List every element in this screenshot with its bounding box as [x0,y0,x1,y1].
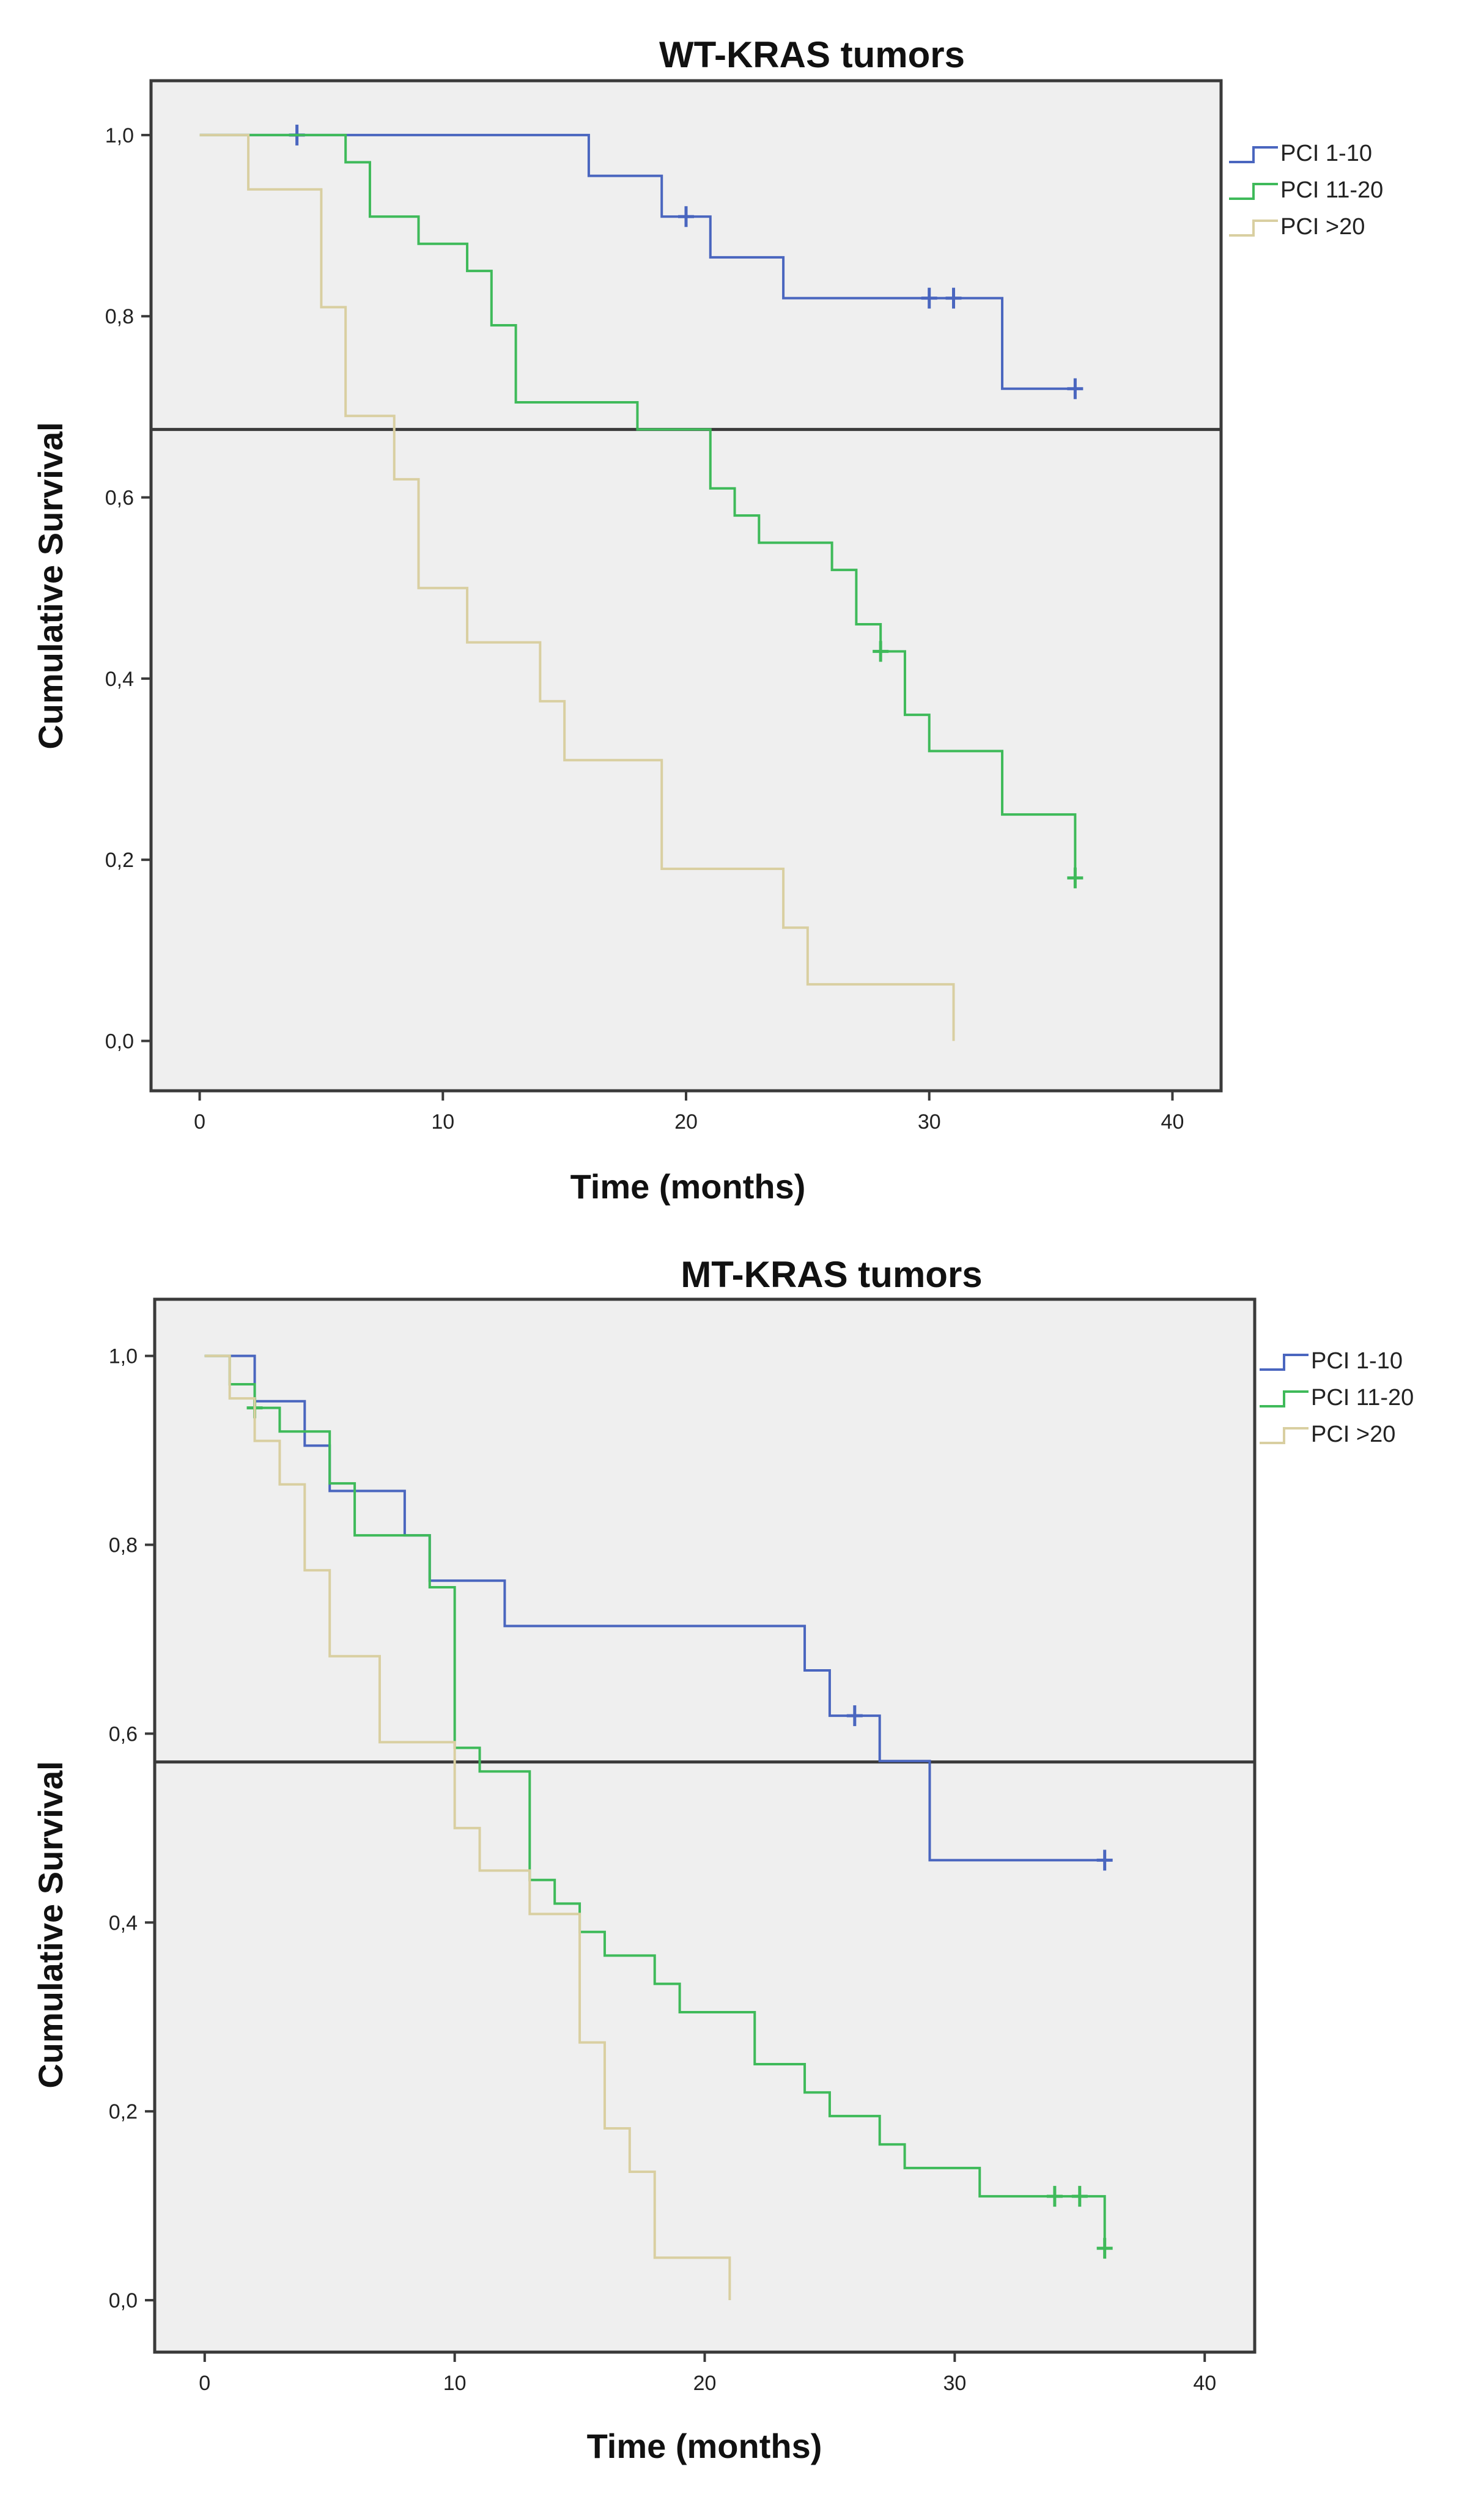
y-axis-title: Cumulative Survival [31,1761,70,2088]
x-axis-title: Time (months) [587,2427,822,2465]
survival-curve-pci-1-10 [199,133,1076,390]
censor-mark-pci-11-20 [1046,2186,1063,2207]
censor-mark-pci-1-10 [678,206,694,227]
x-tick-label: 20 [693,2372,717,2395]
legend-swatch-pci-20 [1229,220,1278,237]
y-axis-title: Cumulative Survival [31,422,70,749]
censor-mark-pci-1-10 [1067,378,1083,399]
x-tick-label: 40 [1193,2372,1216,2395]
x-tick-label: 10 [443,2372,467,2395]
plot-area [153,1297,1257,2354]
y-tick-label: 1,0 [105,124,134,147]
legend-swatch-pci-11-20 [1229,183,1278,200]
y-tick-label: 1,0 [109,1345,138,1368]
y-tick-label: 0,2 [105,849,134,872]
y-tick-label: 0,6 [105,487,134,510]
censor-mark-pci-11-20 [873,641,889,662]
censor-mark-pci-1-10 [1096,1850,1113,1871]
legend-swatch-pci-11-20 [1260,1390,1309,1407]
x-tick-label: 30 [918,1110,941,1134]
survival-curve-pci-20 [204,1354,731,2301]
y-tick-label: 0,8 [109,1534,138,1557]
survival-curve-pci-20 [199,133,955,1041]
censor-mark-pci-1-10 [945,287,962,309]
legend-swatch-pci-20 [1260,1427,1309,1444]
legend-label-pci-20: PCI >20 [1311,1422,1395,1447]
censor-mark-pci-11-20 [1067,867,1083,888]
wt-kras-chart: 0 10 20 30 40 0,0 0,2 0,4 0,6 0,8 1,0 WT-KRAS tumo… [31,34,1383,1206]
survival-curve-pci-11-20 [199,133,1077,878]
x-tick-label: 0 [199,2372,210,2395]
plot-area [149,79,1223,1093]
censor-mark-pci-11-20 [1071,2186,1088,2207]
legend-label-pci-11-20: PCI 11-20 [1280,177,1383,203]
censor-mark-pci-1-10 [921,287,937,309]
x-tick-label: 10 [431,1110,454,1134]
censor-mark-pci-11-20 [1096,2238,1113,2259]
wt-kras-figure: 0 10 20 30 40 0,0 0,2 0,4 0,6 0,8 1,0 WT-KRAS tumo… [0,0,1484,1241]
legend-swatch-pci-1-10 [1260,1354,1309,1371]
legend-label-pci-1-10: PCI 1-10 [1311,1348,1403,1374]
x-tick-label: 20 [674,1110,698,1134]
mt-kras-chart: 0 10 20 30 40 0,0 0,2 0,4 0,6 0,8 1,0 MT-KRAS tumo… [31,1254,1414,2465]
legend-label-pci-20: PCI >20 [1280,214,1365,240]
y-tick-label: 0,4 [109,1911,138,1935]
chart-title: WT-KRAS tumors [659,34,965,75]
x-axis-title: Time (months) [570,1167,806,1206]
censor-mark-pci-1-10 [846,1705,863,1727]
x-tick-label: 30 [943,2372,966,2395]
x-tick-label: 0 [194,1110,205,1134]
y-tick-label: 0,8 [105,305,134,328]
y-tick-label: 0,0 [105,1030,134,1053]
y-tick-label: 0,4 [105,668,134,691]
legend-swatch-pci-1-10 [1229,146,1278,163]
legend-label-pci-11-20: PCI 11-20 [1311,1385,1414,1411]
mt-kras-figure: 0 10 20 30 40 0,0 0,2 0,4 0,6 0,8 1,0 MT-KRAS tumo… [0,1241,1484,2516]
survival-curve-pci-1-10 [204,1354,1105,1862]
survival-curve-pci-11-20 [204,1354,1106,2249]
x-tick-label: 40 [1161,1110,1184,1134]
y-tick-label: 0,2 [109,2100,138,2123]
y-tick-label: 0,0 [109,2289,138,2312]
y-tick-label: 0,6 [109,1722,138,1746]
legend-label-pci-1-10: PCI 1-10 [1280,141,1372,166]
chart-title: MT-KRAS tumors [681,1254,982,1295]
